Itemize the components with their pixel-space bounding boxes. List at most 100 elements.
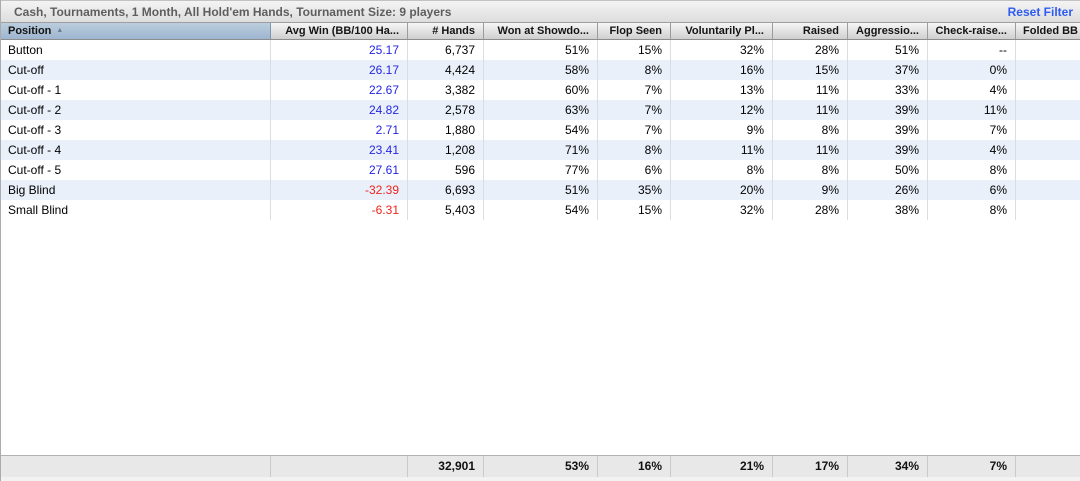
cell-flop_seen: 35% <box>598 180 671 200</box>
cell-position: Cut-off - 4 <box>1 140 271 160</box>
column-header-voluntarily_put[interactable]: Voluntarily Pl... <box>671 23 773 39</box>
table-body: Button 25.17 6,737 51% 15% 32% 28% 51% -- Cut-off… <box>1 40 1080 220</box>
cell-flop_seen: 15% <box>598 200 671 220</box>
cell-hands: 1,208 <box>408 140 484 160</box>
cell-avg_win: 22.67 <box>271 80 408 100</box>
cell-won_showdown: 54% <box>484 120 598 140</box>
cell-position: Small Blind <box>1 200 271 220</box>
cell-won_showdown: 60% <box>484 80 598 100</box>
cell-voluntarily_put: 20% <box>671 180 773 200</box>
cell-raised: 11% <box>773 80 848 100</box>
cell-raised: 28% <box>773 40 848 60</box>
column-header-label: Voluntarily Pl... <box>685 25 764 37</box>
cell-aggression: 26% <box>848 180 928 200</box>
column-header-label: Position <box>8 25 52 37</box>
column-header-label: Raised <box>802 25 839 37</box>
cell-flop_seen: 8% <box>598 140 671 160</box>
column-header-position[interactable]: Position ▲ <box>1 23 271 39</box>
column-header-folded_bb[interactable]: Folded BB <box>1016 23 1080 39</box>
cell-won_showdown: 63% <box>484 100 598 120</box>
bottom-strip <box>1 477 1080 481</box>
cell-voluntarily_put: 16% <box>671 60 773 80</box>
column-header-label: # Hands <box>432 25 475 37</box>
cell-check_raise: 7% <box>928 120 1016 140</box>
cell-avg_win: 23.41 <box>271 140 408 160</box>
table-row[interactable]: Button 25.17 6,737 51% 15% 32% 28% 51% -- <box>1 40 1080 60</box>
cell-flop_seen: 15% <box>598 40 671 60</box>
cell-check_raise: -- <box>928 40 1016 60</box>
summary-cell-folded_bb <box>1016 456 1080 477</box>
cell-raised: 8% <box>773 120 848 140</box>
cell-voluntarily_put: 9% <box>671 120 773 140</box>
summary-cell-avg_win <box>271 456 408 477</box>
cell-raised: 15% <box>773 60 848 80</box>
summary-cell-position <box>1 456 271 477</box>
cell-position: Cut-off - 5 <box>1 160 271 180</box>
column-header-raised[interactable]: Raised <box>773 23 848 39</box>
column-header-flop_seen[interactable]: Flop Seen <box>598 23 671 39</box>
cell-won_showdown: 51% <box>484 180 598 200</box>
cell-won_showdown: 51% <box>484 40 598 60</box>
cell-flop_seen: 6% <box>598 160 671 180</box>
filter-summary: Cash, Tournaments, 1 Month, All Hold'em … <box>14 4 452 19</box>
cell-position: Cut-off - 1 <box>1 80 271 100</box>
cell-aggression: 39% <box>848 140 928 160</box>
cell-check_raise: 6% <box>928 180 1016 200</box>
table-row[interactable]: Big Blind -32.39 6,693 51% 35% 20% 9% 26% 6% <box>1 180 1080 200</box>
table-row[interactable]: Cut-off - 3 2.71 1,880 54% 7% 9% 8% 39% 7% <box>1 120 1080 140</box>
cell-folded_bb <box>1016 200 1080 220</box>
filter-summary-bar: Cash, Tournaments, 1 Month, All Hold'em … <box>1 0 1080 23</box>
cell-folded_bb <box>1016 40 1080 60</box>
cell-folded_bb <box>1016 160 1080 180</box>
column-header-check_raise[interactable]: Check-raise... <box>928 23 1016 39</box>
cell-won_showdown: 77% <box>484 160 598 180</box>
cell-raised: 9% <box>773 180 848 200</box>
cell-folded_bb <box>1016 140 1080 160</box>
summary-cell-voluntarily_put: 21% <box>671 456 773 477</box>
column-header-won_showdown[interactable]: Won at Showdo... <box>484 23 598 39</box>
table-row[interactable]: Small Blind -6.31 5,403 54% 15% 32% 28% 38% 8% <box>1 200 1080 220</box>
table-row[interactable]: Cut-off 26.17 4,424 58% 8% 16% 15% 37% 0% <box>1 60 1080 80</box>
cell-voluntarily_put: 32% <box>671 200 773 220</box>
cell-folded_bb <box>1016 80 1080 100</box>
table-row[interactable]: Cut-off - 2 24.82 2,578 63% 7% 12% 11% 39% 11% <box>1 100 1080 120</box>
cell-aggression: 51% <box>848 40 928 60</box>
table-row[interactable]: Cut-off - 5 27.61 596 77% 6% 8% 8% 50% 8% <box>1 160 1080 180</box>
cell-avg_win: 2.71 <box>271 120 408 140</box>
cell-hands: 6,737 <box>408 40 484 60</box>
column-header-label: Check-raise... <box>935 25 1007 37</box>
column-header-avg_win[interactable]: Avg Win (BB/100 Ha... <box>271 23 408 39</box>
summary-cell-aggression: 34% <box>848 456 928 477</box>
summary-cell-raised: 17% <box>773 456 848 477</box>
cell-voluntarily_put: 13% <box>671 80 773 100</box>
column-header-label: Folded BB <box>1023 25 1078 37</box>
column-header-label: Aggressio... <box>856 25 919 37</box>
cell-flop_seen: 7% <box>598 80 671 100</box>
table-row[interactable]: Cut-off - 4 23.41 1,208 71% 8% 11% 11% 39% 4% <box>1 140 1080 160</box>
cell-check_raise: 0% <box>928 60 1016 80</box>
cell-avg_win: -6.31 <box>271 200 408 220</box>
cell-voluntarily_put: 12% <box>671 100 773 120</box>
cell-folded_bb <box>1016 180 1080 200</box>
column-header-aggression[interactable]: Aggressio... <box>848 23 928 39</box>
cell-won_showdown: 71% <box>484 140 598 160</box>
cell-position: Cut-off - 3 <box>1 120 271 140</box>
cell-position: Big Blind <box>1 180 271 200</box>
cell-flop_seen: 8% <box>598 60 671 80</box>
cell-hands: 3,382 <box>408 80 484 100</box>
cell-raised: 28% <box>773 200 848 220</box>
cell-hands: 4,424 <box>408 60 484 80</box>
cell-voluntarily_put: 32% <box>671 40 773 60</box>
cell-avg_win: 24.82 <box>271 100 408 120</box>
cell-flop_seen: 7% <box>598 120 671 140</box>
cell-check_raise: 11% <box>928 100 1016 120</box>
table-header-row: Position ▲ Avg Win (BB/100 Ha... # Hands Won… <box>1 23 1080 40</box>
cell-check_raise: 4% <box>928 140 1016 160</box>
table-row[interactable]: Cut-off - 1 22.67 3,382 60% 7% 13% 11% 33% 4% <box>1 80 1080 100</box>
cell-folded_bb <box>1016 60 1080 80</box>
reset-filter-link[interactable]: Reset Filter <box>1007 4 1073 19</box>
summary-cell-hands: 32,901 <box>408 456 484 477</box>
cell-flop_seen: 7% <box>598 100 671 120</box>
sort-ascending-icon: ▲ <box>56 27 64 34</box>
column-header-hands[interactable]: # Hands <box>408 23 484 39</box>
